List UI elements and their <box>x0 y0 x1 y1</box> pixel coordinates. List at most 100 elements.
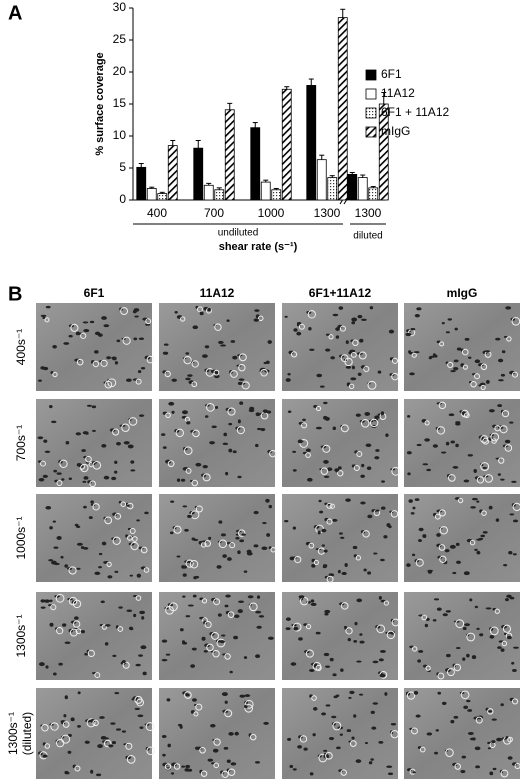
micrograph-background <box>282 494 398 582</box>
cell-dark <box>356 660 362 663</box>
micrograph-background <box>159 399 275 487</box>
cell-dark <box>246 549 252 554</box>
cell-dark <box>104 737 109 740</box>
cell-dark <box>511 480 517 483</box>
cell-bright <box>131 536 138 542</box>
cell-dark <box>485 350 490 353</box>
cell-bright <box>249 602 258 612</box>
cell-dark <box>507 756 513 760</box>
cell-dark <box>361 318 367 321</box>
cell-dark <box>311 564 316 568</box>
cell-dark <box>343 625 348 629</box>
cell-dark <box>45 506 52 510</box>
cell-dark <box>317 530 321 535</box>
cell-dark <box>82 480 87 483</box>
micrograph-background <box>404 592 520 680</box>
cell-dark <box>321 712 327 716</box>
cell-bright <box>457 497 464 504</box>
cell-bright <box>216 638 226 648</box>
cell-bright <box>202 473 211 482</box>
cell-dark <box>436 607 442 611</box>
cell-bright <box>40 460 46 467</box>
cell-bright <box>167 460 175 468</box>
row-label: 1000s⁻¹ <box>14 516 28 559</box>
cell-dark <box>60 555 64 559</box>
cell-dark <box>144 511 149 515</box>
cell-dark <box>351 317 358 322</box>
cell-dark <box>474 359 481 364</box>
cell-bright <box>340 602 349 610</box>
micrograph-background <box>404 494 520 582</box>
cell-dark <box>48 559 54 562</box>
cell-dark <box>290 662 297 666</box>
cell-dark <box>101 316 107 320</box>
cell-dark <box>161 734 167 738</box>
cell-dark <box>380 506 386 510</box>
micrograph <box>404 303 520 391</box>
cell-dark <box>258 615 265 618</box>
cell-dark <box>42 754 48 758</box>
cell-dark <box>367 514 373 519</box>
cell-bright <box>332 721 342 731</box>
cell-dark <box>265 498 270 503</box>
column-header: mIgG <box>447 286 478 300</box>
cell-dark <box>509 370 515 375</box>
cell-dark <box>137 370 142 374</box>
cell-bright <box>92 719 99 727</box>
cell-dark <box>450 370 456 373</box>
cell-dark <box>176 478 181 482</box>
cell-dark <box>370 710 375 714</box>
cell-bright <box>490 432 500 442</box>
cell-dark <box>489 634 495 639</box>
cell-bright <box>257 315 264 322</box>
cell-bright <box>117 626 124 632</box>
cell-dark <box>121 660 126 664</box>
cell-bright <box>114 512 122 520</box>
cell-bright <box>195 505 203 513</box>
bar <box>316 159 327 201</box>
micrograph <box>36 303 155 391</box>
cell-bright <box>292 622 302 632</box>
cell-dark <box>416 307 422 311</box>
cell-bright <box>448 474 456 482</box>
cell-dark <box>303 747 308 751</box>
cell-bright <box>455 619 465 629</box>
cell-dark <box>94 350 99 354</box>
cell-dark <box>182 505 188 508</box>
cell-dark <box>450 719 455 724</box>
cell-dark <box>222 442 229 446</box>
bar <box>167 145 178 201</box>
cell-bright <box>356 450 363 457</box>
cell-dark <box>326 467 333 472</box>
cell-dark <box>268 504 273 509</box>
cell-dark <box>495 337 501 341</box>
cell-dark <box>322 564 328 568</box>
cell-dark <box>348 696 352 699</box>
cell-dark <box>370 758 374 761</box>
cell-dark <box>190 664 196 668</box>
cell-dark <box>187 374 193 377</box>
cell-dark <box>302 418 306 422</box>
cell-dark <box>472 737 476 741</box>
cell-dark <box>471 497 478 501</box>
cell-bright <box>120 501 127 507</box>
cell-dark <box>226 319 230 322</box>
cell-dark <box>37 436 44 440</box>
cell-dark <box>455 646 461 649</box>
cell-dark <box>509 697 515 702</box>
cell-bright <box>447 361 454 369</box>
cell-dark <box>195 746 200 750</box>
cell-dark <box>65 440 70 445</box>
cell-dark <box>44 450 51 453</box>
cell-dark <box>488 409 495 413</box>
cell-bright <box>214 323 222 331</box>
cell-dark <box>377 370 382 374</box>
cell-dark <box>257 427 262 431</box>
cell-dark <box>312 733 316 737</box>
cell-bright <box>125 742 133 750</box>
cell-bright <box>340 424 349 433</box>
cell-dark <box>496 737 503 742</box>
cell-dark <box>364 741 369 745</box>
cell-dark <box>359 640 365 644</box>
cell-bright <box>312 661 322 671</box>
